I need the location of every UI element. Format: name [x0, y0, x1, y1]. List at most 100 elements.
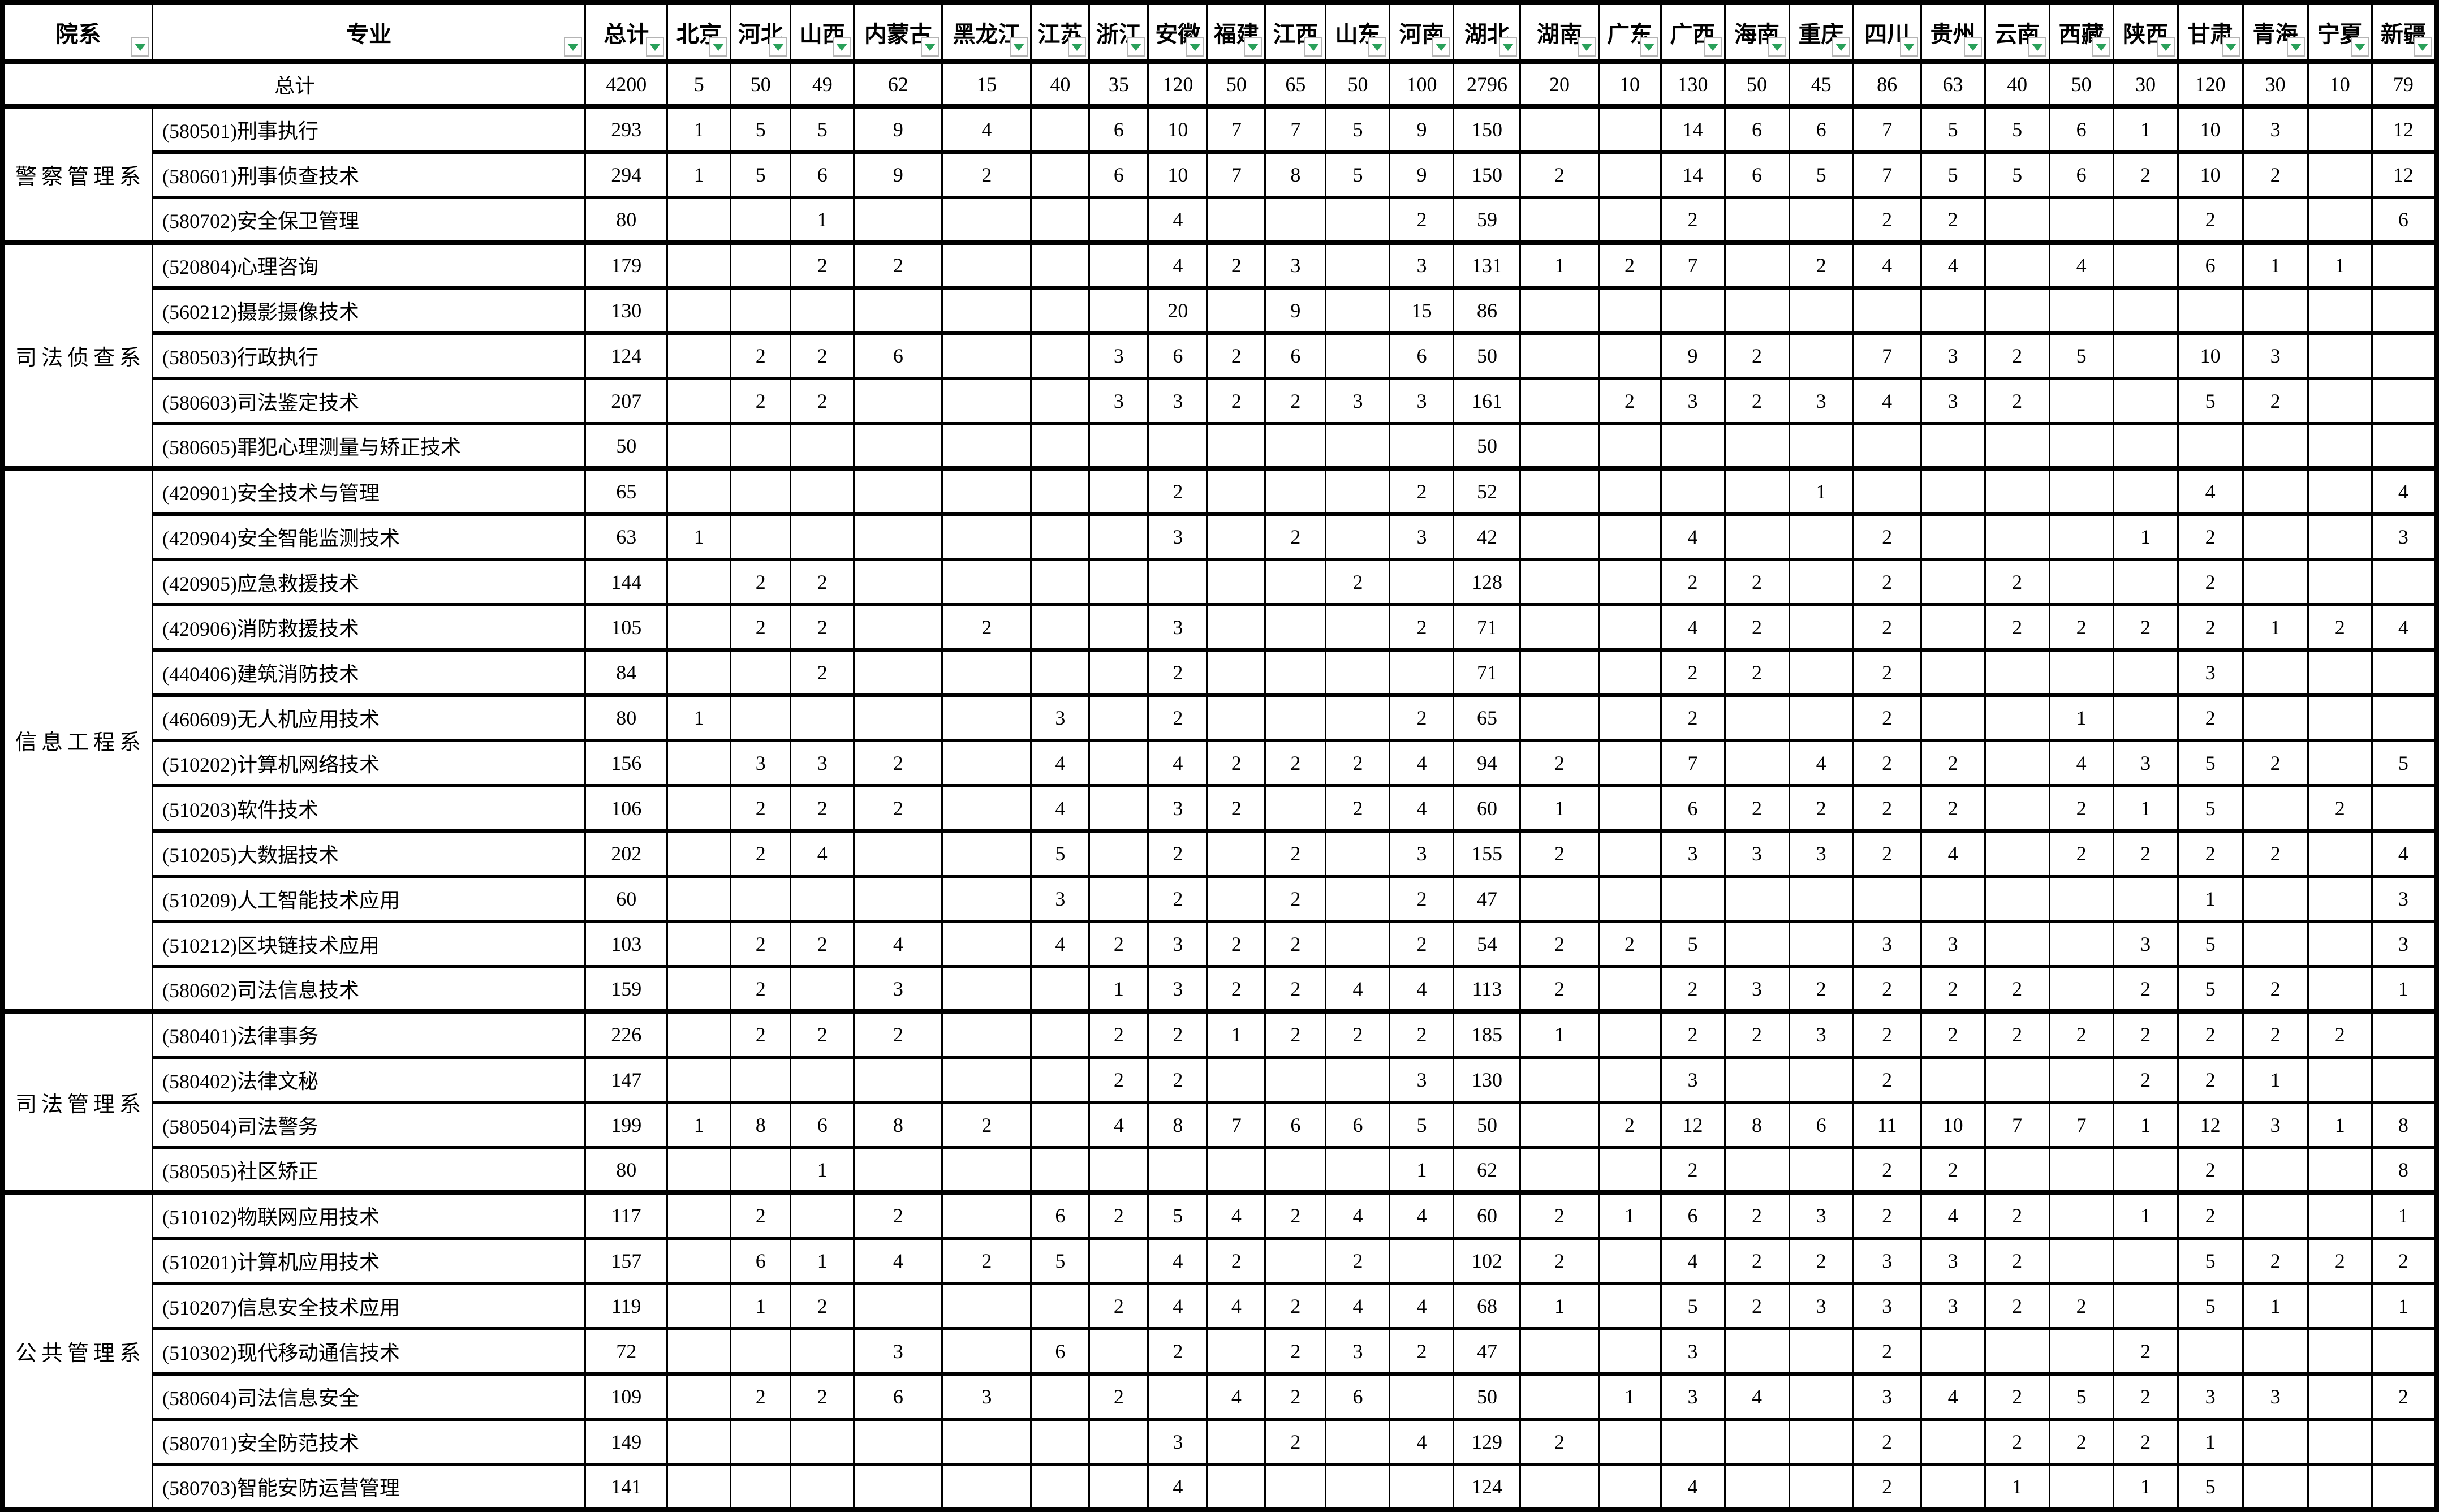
major-name-cell[interactable]: (580503)行政执行	[152, 331, 587, 379]
value-cell[interactable]: 2	[1984, 376, 2050, 424]
value-cell[interactable]: 6	[1325, 1100, 1391, 1148]
value-cell[interactable]: 7	[1660, 240, 1726, 288]
value-cell[interactable]	[1984, 693, 2050, 741]
value-cell[interactable]: 2	[2112, 1326, 2179, 1375]
value-cell[interactable]: 2	[1723, 648, 1790, 696]
major-name-cell[interactable]: (420905)应急救援技术	[152, 557, 587, 605]
value-cell[interactable]	[2371, 1417, 2438, 1465]
grand-total-value-cell[interactable]: 20	[1519, 59, 1600, 107]
row-total-cell[interactable]: 80	[584, 693, 669, 741]
value-cell[interactable]: 1	[790, 1145, 855, 1194]
value-cell[interactable]	[1264, 1145, 1327, 1194]
filter-dropdown-button[interactable]	[1010, 37, 1028, 57]
value-cell[interactable]	[941, 1190, 1032, 1239]
value-cell[interactable]: 150	[1453, 150, 1522, 198]
filter-dropdown-button[interactable]	[2156, 37, 2175, 57]
value-cell[interactable]	[941, 1145, 1032, 1194]
value-cell[interactable]	[2242, 919, 2309, 967]
value-cell[interactable]	[790, 1326, 855, 1375]
value-cell[interactable]: 2	[2048, 1281, 2114, 1329]
value-cell[interactable]: 1	[1519, 783, 1600, 832]
value-cell[interactable]: 3	[1389, 829, 1455, 877]
value-cell[interactable]: 9	[1389, 104, 1455, 153]
value-cell[interactable]: 4	[2177, 466, 2244, 515]
row-total-cell[interactable]: 63	[584, 512, 669, 560]
value-cell[interactable]	[1984, 829, 2050, 877]
value-cell[interactable]: 2	[730, 919, 792, 967]
value-cell[interactable]: 2	[1325, 1236, 1391, 1284]
value-cell[interactable]: 4	[1660, 1462, 1726, 1510]
value-cell[interactable]	[2242, 648, 2309, 696]
value-cell[interactable]: 2	[1389, 1326, 1455, 1375]
value-cell[interactable]: 2	[730, 1372, 792, 1420]
value-cell[interactable]: 4	[1147, 240, 1209, 288]
dept-cell[interactable]: 司法管理系	[1, 1009, 154, 1194]
value-cell[interactable]: 3	[1147, 376, 1209, 424]
grand-total-value-cell[interactable]: 120	[1147, 59, 1209, 107]
value-cell[interactable]: 10	[1147, 104, 1209, 153]
value-cell[interactable]: 2	[2177, 1145, 2244, 1194]
dept-cell[interactable]: 司法侦查系	[1, 240, 154, 469]
value-cell[interactable]	[1788, 1372, 1854, 1420]
value-cell[interactable]	[1030, 240, 1091, 288]
value-cell[interactable]: 2	[853, 1009, 943, 1058]
value-cell[interactable]	[666, 1236, 732, 1284]
value-cell[interactable]	[853, 286, 943, 334]
value-cell[interactable]: 3	[1389, 240, 1455, 288]
value-cell[interactable]: 2	[730, 829, 792, 877]
value-cell[interactable]: 14	[1660, 150, 1726, 198]
value-cell[interactable]: 6	[790, 1100, 855, 1148]
value-cell[interactable]	[1030, 104, 1091, 153]
col-header-major[interactable]: 专业	[152, 1, 587, 64]
value-cell[interactable]	[666, 557, 732, 605]
major-name-cell[interactable]: (580501)刑事执行	[152, 104, 587, 153]
major-name-cell[interactable]: (440406)建筑消防技术	[152, 648, 587, 696]
value-cell[interactable]	[2242, 1190, 2309, 1239]
value-cell[interactable]	[2307, 1417, 2373, 1465]
value-cell[interactable]: 2	[2112, 150, 2179, 198]
row-total-cell[interactable]: 199	[584, 1100, 669, 1148]
value-cell[interactable]: 2	[1519, 1236, 1600, 1284]
value-cell[interactable]	[1920, 1326, 1986, 1375]
value-cell[interactable]: 1	[1206, 1009, 1266, 1058]
value-cell[interactable]	[941, 919, 1032, 967]
value-cell[interactable]: 2	[1519, 150, 1600, 198]
value-cell[interactable]	[941, 1281, 1032, 1329]
value-cell[interactable]	[1030, 1372, 1091, 1420]
value-cell[interactable]: 3	[1660, 1326, 1726, 1375]
col-header-province[interactable]: 黑龙江	[941, 1, 1032, 64]
major-name-cell[interactable]: (580505)社区矫正	[152, 1145, 587, 1194]
value-cell[interactable]	[941, 512, 1032, 560]
value-cell[interactable]: 3	[1660, 376, 1726, 424]
value-cell[interactable]	[1206, 693, 1266, 741]
value-cell[interactable]: 1	[2112, 1100, 2179, 1148]
value-cell[interactable]	[2112, 557, 2179, 605]
value-cell[interactable]: 1	[2307, 240, 2373, 288]
major-name-cell[interactable]: (510102)物联网应用技术	[152, 1190, 587, 1239]
value-cell[interactable]	[1597, 1462, 1662, 1510]
value-cell[interactable]	[1206, 1145, 1266, 1194]
value-cell[interactable]	[1723, 512, 1790, 560]
value-cell[interactable]	[1519, 512, 1600, 560]
value-cell[interactable]: 1	[2112, 104, 2179, 153]
value-cell[interactable]	[2307, 150, 2373, 198]
major-name-cell[interactable]: (420906)消防救援技术	[152, 602, 587, 651]
value-cell[interactable]	[1088, 738, 1149, 786]
filter-dropdown-button[interactable]	[1832, 37, 1850, 57]
value-cell[interactable]	[2307, 1145, 2373, 1194]
dept-cell[interactable]: 警察管理系	[1, 104, 154, 243]
value-cell[interactable]: 2	[1206, 1236, 1266, 1284]
value-cell[interactable]	[2307, 331, 2373, 379]
value-cell[interactable]: 2	[2177, 1190, 2244, 1239]
value-cell[interactable]	[1030, 1055, 1091, 1103]
value-cell[interactable]	[2307, 1372, 2373, 1420]
value-cell[interactable]: 5	[2177, 783, 2244, 832]
value-cell[interactable]: 1	[1519, 1281, 1600, 1329]
value-cell[interactable]: 2	[1264, 1281, 1327, 1329]
value-cell[interactable]	[666, 466, 732, 515]
value-cell[interactable]	[1206, 286, 1266, 334]
value-cell[interactable]: 2	[1264, 1417, 1327, 1465]
value-cell[interactable]	[1723, 1145, 1790, 1194]
value-cell[interactable]: 185	[1453, 1009, 1522, 1058]
value-cell[interactable]	[1597, 693, 1662, 741]
